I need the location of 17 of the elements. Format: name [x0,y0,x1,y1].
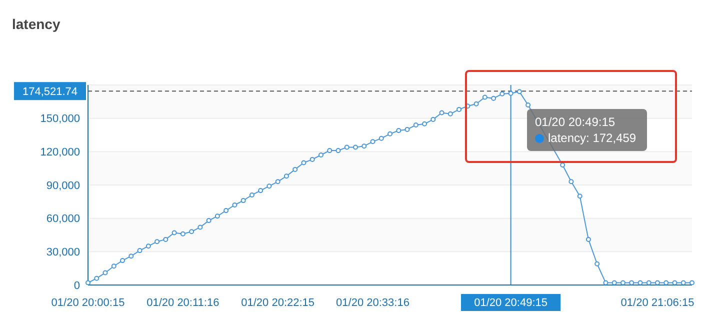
y-tick-label: 0 [74,280,80,292]
tooltip-box: 01/20 20:49:15 latency: 172,459 [527,109,647,151]
x-tick-label: 01/20 21:06:15 [620,297,694,309]
y-tick-label: 90,000 [46,180,80,192]
y-tick-label: 120,000 [40,146,80,159]
ref-line-label: 174,521.74 [22,86,78,98]
chart-title: latency [12,16,60,32]
x-tick-label: 01/20 20:22:15 [241,297,315,309]
y-tick-label: 60,000 [46,213,80,226]
y-tick-label: 150,000 [40,113,80,126]
x-tick-label: 01/20 20:33:16 [336,297,410,309]
x-tick-label: 01/20 20:11:16 [146,297,220,309]
annotation: 01/20 20:49:15 [535,115,616,129]
annotation: latency: 172,459 [548,131,636,145]
x-tick-label: 01/20 20:00:15 [51,297,125,309]
x-tick-label: 01/20 20:49:15 [474,297,548,309]
y-tick-label: 30,000 [46,246,80,259]
